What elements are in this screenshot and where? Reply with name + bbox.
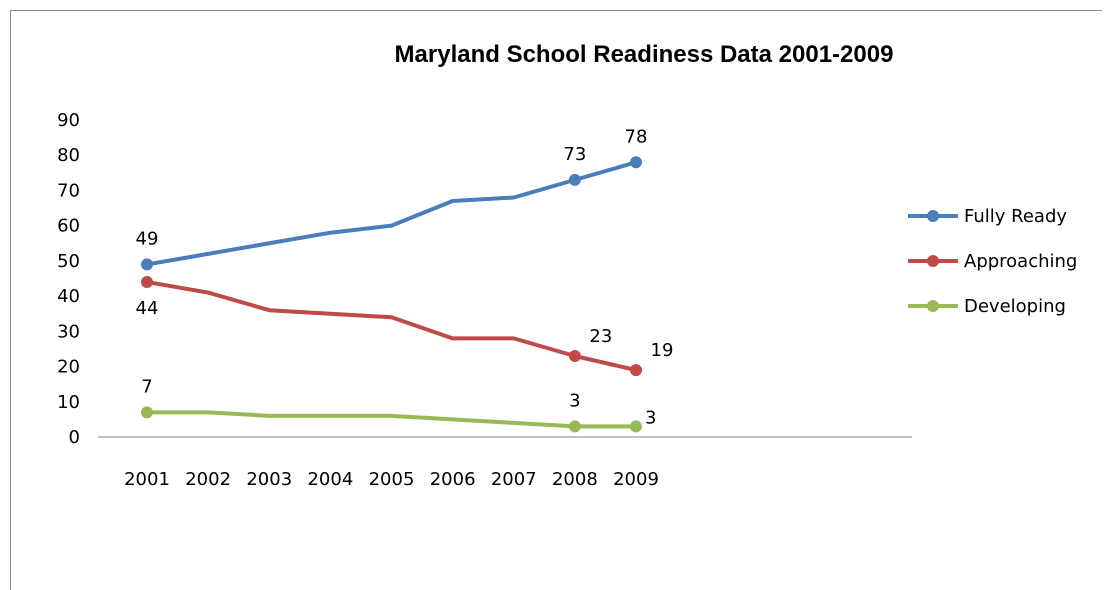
y-tick-label: 40 bbox=[57, 286, 80, 307]
data-point-marker bbox=[141, 258, 153, 271]
series-line bbox=[145, 410, 638, 429]
y-tick-label: 20 bbox=[57, 357, 80, 378]
data-point-marker bbox=[141, 406, 153, 419]
y-tick-label: 0 bbox=[69, 427, 80, 448]
data-point-marker bbox=[630, 364, 642, 377]
y-axis: 0 10 20 30 40 50 60 70 80 90 bbox=[57, 110, 80, 448]
data-label: 49 bbox=[136, 228, 159, 249]
series-line bbox=[145, 280, 638, 373]
data-label: 7 bbox=[141, 376, 152, 397]
legend-label: Developing bbox=[964, 296, 1066, 317]
data-point-marker bbox=[568, 349, 581, 362]
y-tick-label: 80 bbox=[57, 145, 80, 166]
y-tick-label: 90 bbox=[57, 110, 80, 131]
x-tick-label: 2001 bbox=[124, 469, 170, 490]
chart-title: Maryland School Readiness Data 2001-2009 bbox=[395, 41, 894, 68]
x-axis: 2001 2002 2003 2004 2005 2006 2007 2008 2009 bbox=[98, 436, 912, 490]
data-label: 19 bbox=[651, 340, 674, 361]
data-label: 73 bbox=[563, 144, 586, 165]
chart-frame bbox=[10, 10, 1102, 590]
data-point-marker bbox=[630, 156, 642, 169]
x-tick-label: 2003 bbox=[246, 469, 292, 490]
data-label: 78 bbox=[625, 126, 648, 147]
data-label: 3 bbox=[569, 390, 580, 411]
legend-marker bbox=[927, 300, 939, 312]
data-label: 23 bbox=[589, 326, 612, 347]
data-label: 3 bbox=[645, 407, 656, 428]
y-tick-label: 30 bbox=[57, 321, 80, 342]
y-tick-label: 50 bbox=[57, 251, 80, 272]
legend-item: Developing bbox=[908, 296, 1066, 317]
legend-item: Fully Ready bbox=[908, 206, 1067, 227]
legend-marker bbox=[927, 210, 939, 222]
y-tick-label: 60 bbox=[57, 216, 80, 237]
y-tick-label: 10 bbox=[57, 392, 80, 413]
x-tick-label: 2005 bbox=[369, 469, 415, 490]
data-label: 44 bbox=[136, 298, 159, 319]
plot-area bbox=[141, 156, 642, 433]
x-tick-label: 2009 bbox=[613, 469, 659, 490]
legend-label: Fully Ready bbox=[964, 206, 1067, 227]
legend: Fully Ready Approaching Developing bbox=[908, 206, 1077, 317]
series-line bbox=[145, 160, 638, 267]
data-point-marker bbox=[141, 276, 153, 289]
x-tick-label: 2004 bbox=[307, 469, 353, 490]
legend-marker bbox=[927, 255, 939, 267]
x-tick-label: 2002 bbox=[185, 469, 231, 490]
y-tick-label: 70 bbox=[57, 180, 80, 201]
legend-label: Approaching bbox=[964, 251, 1077, 272]
data-point-marker bbox=[568, 420, 581, 433]
data-point-marker bbox=[568, 173, 581, 186]
x-tick-label: 2007 bbox=[491, 469, 537, 490]
x-tick-label: 2006 bbox=[430, 469, 476, 490]
data-point-marker bbox=[630, 420, 642, 433]
x-tick-label: 2008 bbox=[552, 469, 598, 490]
legend-item: Approaching bbox=[908, 251, 1077, 272]
